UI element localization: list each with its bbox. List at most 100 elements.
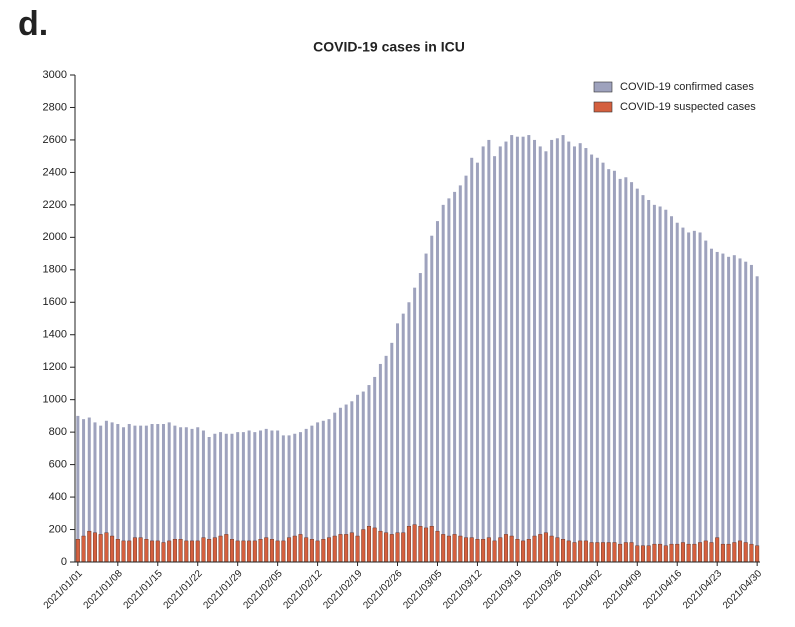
bar — [475, 539, 480, 563]
bar — [264, 428, 268, 562]
bar — [692, 230, 696, 562]
y-tick-label: 1600 — [43, 296, 67, 308]
x-tick-label: 2021/02/19 — [321, 568, 364, 611]
bar — [641, 195, 645, 563]
bar — [549, 535, 554, 563]
bar — [606, 542, 611, 563]
x-tick-label: 2021/04/30 — [721, 568, 764, 611]
bar — [515, 539, 520, 563]
bar — [550, 139, 554, 562]
bar — [538, 534, 543, 563]
bar — [127, 540, 132, 563]
bar — [590, 154, 594, 562]
bar — [390, 342, 394, 562]
bar — [692, 543, 697, 563]
bar — [601, 542, 606, 563]
x-tick-label: 2021/01/15 — [122, 568, 165, 611]
bar — [156, 424, 160, 562]
bar — [292, 535, 297, 563]
x-tick-label: 2021/04/09 — [601, 568, 644, 611]
panel-label: d. — [18, 5, 48, 43]
bar — [504, 141, 508, 562]
bar — [316, 422, 320, 562]
bar — [344, 404, 348, 562]
y-tick-label: 2800 — [43, 101, 67, 113]
bar — [332, 535, 337, 563]
bar — [229, 539, 234, 563]
bar — [464, 537, 469, 563]
bar — [743, 542, 748, 563]
bar — [173, 425, 177, 562]
bar — [298, 432, 302, 562]
bar — [624, 177, 628, 562]
bar — [178, 539, 183, 563]
bar — [281, 435, 285, 562]
bar — [721, 253, 725, 563]
bar — [373, 376, 377, 562]
bar — [441, 534, 446, 563]
bar — [184, 427, 188, 562]
bar — [406, 526, 411, 563]
bar — [218, 535, 223, 563]
x-tick-label: 2021/01/01 — [42, 568, 85, 611]
bar — [727, 256, 731, 562]
y-tick-label: 3000 — [43, 69, 67, 81]
bar — [601, 162, 605, 562]
y-tick-label: 1800 — [43, 264, 67, 276]
bar — [190, 428, 194, 562]
bar — [201, 430, 205, 562]
bar — [219, 432, 223, 562]
bar — [93, 422, 97, 562]
bar — [338, 407, 342, 562]
legend-swatch — [593, 101, 613, 113]
bar — [469, 537, 474, 563]
bar — [304, 537, 309, 563]
bar — [510, 135, 514, 562]
bar — [276, 430, 280, 562]
y-tick-label: 1000 — [43, 394, 67, 406]
bar — [435, 530, 440, 563]
bar — [224, 433, 228, 562]
bar — [309, 539, 314, 563]
bar — [578, 540, 583, 563]
bar — [663, 545, 668, 563]
bar — [230, 433, 234, 562]
bar — [595, 542, 600, 563]
bar — [475, 162, 479, 562]
bar — [555, 138, 559, 562]
bar — [389, 534, 394, 563]
bar — [116, 424, 120, 562]
bar — [139, 425, 143, 562]
bar — [732, 255, 736, 562]
bar — [658, 543, 663, 563]
bar — [618, 178, 622, 563]
bar — [350, 401, 354, 562]
bar — [401, 532, 406, 563]
bar — [498, 146, 502, 562]
bar — [310, 425, 314, 562]
bar — [555, 537, 560, 563]
bar — [82, 419, 86, 562]
x-tick-label: 2021/01/29 — [201, 568, 244, 611]
bar — [207, 437, 211, 562]
bar — [503, 534, 508, 563]
bar — [647, 199, 651, 562]
x-tick-label: 2021/04/23 — [681, 568, 724, 611]
y-tick-label: 1400 — [43, 329, 67, 341]
bar — [675, 222, 679, 562]
bar — [287, 435, 291, 562]
x-tick-label: 2021/03/12 — [441, 568, 484, 611]
bar — [532, 535, 537, 563]
bar — [327, 537, 332, 563]
bar — [646, 545, 651, 563]
bar — [87, 417, 91, 562]
bar — [121, 540, 126, 563]
bar — [407, 302, 411, 562]
bar — [715, 537, 720, 563]
bar — [441, 204, 445, 562]
bar — [236, 432, 240, 562]
bar — [669, 543, 674, 563]
bar — [623, 542, 628, 563]
bar — [435, 221, 439, 562]
bar — [315, 540, 320, 563]
